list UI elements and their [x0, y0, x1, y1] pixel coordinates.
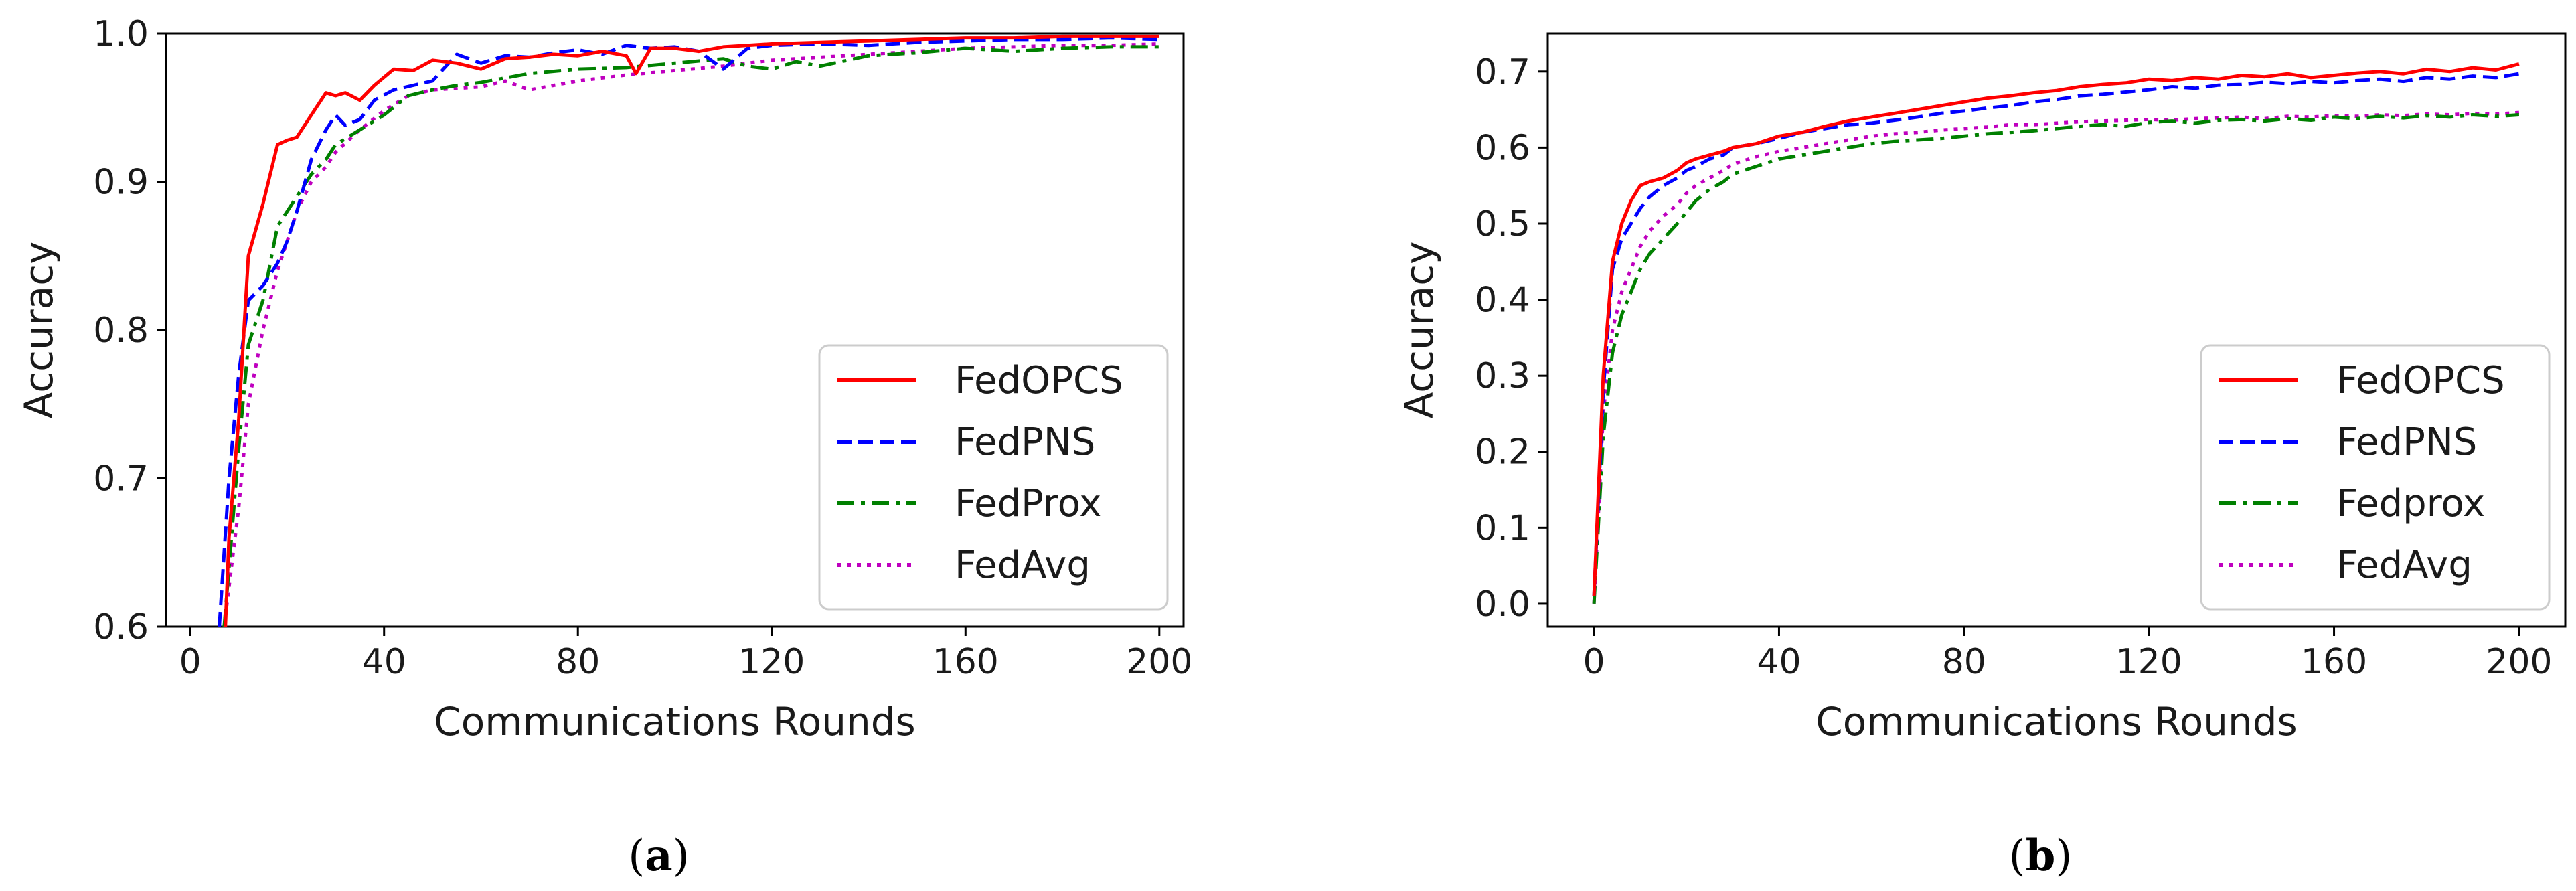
panel-label-letter-b: b [2026, 831, 2056, 881]
y-tick-label-b: 0.3 [1475, 356, 1530, 396]
y-tick-label-a: 1.0 [93, 14, 149, 54]
y-tick-label-a: 0.7 [93, 459, 149, 499]
series-a [218, 34, 1159, 627]
legend-label-fedavg-b: FedAvg [2336, 544, 2472, 587]
series-line-fedopcs-a [224, 34, 1159, 627]
chart-panel-a: 0 40 80 120 160 200 0.6 0.7 0.8 0.9 1.0 Communicat… [16, 14, 1192, 881]
legend-label-fedopcs-a: FedOPCS [955, 359, 1123, 402]
legend-label-fedprox-a: FedProx [955, 482, 1101, 525]
y-tick-label-b: 0.5 [1475, 204, 1530, 244]
panel-label-open-a: ( [628, 831, 645, 881]
panel-label-letter-a: a [645, 831, 672, 881]
legend-a: FedOPCS FedPNS FedProx FedAvg [818, 344, 1169, 611]
x-tick-label-a: 120 [738, 642, 805, 682]
legend-label-fedprox-b: Fedprox [2336, 482, 2485, 525]
x-tick-label-a: 200 [1126, 642, 1192, 682]
y-axis-title-b: Accuracy [1396, 242, 1442, 419]
legend-label-fedopcs-b: FedOPCS [2336, 359, 2505, 402]
x-tick-label-a: 160 [933, 642, 999, 682]
x-tick-label-b: 160 [2301, 642, 2367, 682]
x-tick-label-b: 200 [2486, 642, 2552, 682]
legend-box-a [818, 344, 1169, 611]
series-line-fedpns-b [1592, 72, 2520, 596]
x-tick-label-a: 0 [179, 642, 202, 682]
x-tick-label-a: 40 [362, 642, 406, 682]
legend-b: FedOPCS FedPNS Fedprox FedAvg [2200, 344, 2551, 611]
x-axis-title-b: Communications Rounds [1816, 699, 2298, 744]
chart-panel-b: 0 40 80 120 160 200 0.0 0.1 0.2 0.3 0.4 0.5 0.6 0.7 C… [1396, 32, 2567, 881]
series-line-fedprox-b [1592, 113, 2520, 604]
y-tick-label-b: 0.2 [1475, 432, 1530, 473]
x-axis-title-a: Communications Rounds [434, 699, 916, 744]
y-tick-label-b: 0.4 [1475, 280, 1530, 321]
panel-label-close-b: ) [2055, 831, 2072, 881]
x-tick-label-b: 0 [1583, 642, 1605, 682]
series-line-fedopcs-b [1592, 62, 2520, 596]
y-axis-title-a: Accuracy [16, 242, 62, 419]
x-tick-label-b: 120 [2116, 642, 2182, 682]
panel-label-b: (b) [2009, 831, 2073, 881]
legend-label-fedpns-b: FedPNS [2336, 420, 2477, 464]
y-tick-label-b: 0.1 [1475, 508, 1530, 548]
y-tick-label-a: 0.8 [93, 311, 149, 351]
series-b [1592, 62, 2520, 604]
series-line-fedpns-a [218, 36, 1159, 627]
y-tick-label-a: 0.9 [93, 163, 149, 203]
series-line-fedprox-a [222, 45, 1159, 627]
panel-label-a: (a) [628, 831, 689, 881]
y-tick-label-a: 0.6 [93, 607, 149, 647]
x-tick-label-b: 80 [1942, 642, 1986, 682]
panel-label-open-b: ( [2009, 831, 2026, 881]
x-tick-label-a: 80 [556, 642, 600, 682]
ticks-a: 0 40 80 120 160 200 0.6 0.7 0.8 0.9 1.0 [93, 14, 1192, 682]
x-tick-label-b: 40 [1757, 642, 1801, 682]
ticks-b: 0 40 80 120 160 200 0.0 0.1 0.2 0.3 0.4 0.5 0.6 0.7 [1475, 52, 2552, 682]
legend-label-fedavg-a: FedAvg [955, 544, 1091, 587]
y-tick-label-b: 0.6 [1475, 128, 1530, 168]
y-tick-label-b: 0.0 [1475, 584, 1530, 625]
legend-label-fedpns-a: FedPNS [955, 420, 1095, 464]
y-tick-label-b: 0.7 [1475, 52, 1530, 92]
legend-box-b [2200, 344, 2551, 611]
panel-label-close-a: ) [673, 831, 690, 881]
